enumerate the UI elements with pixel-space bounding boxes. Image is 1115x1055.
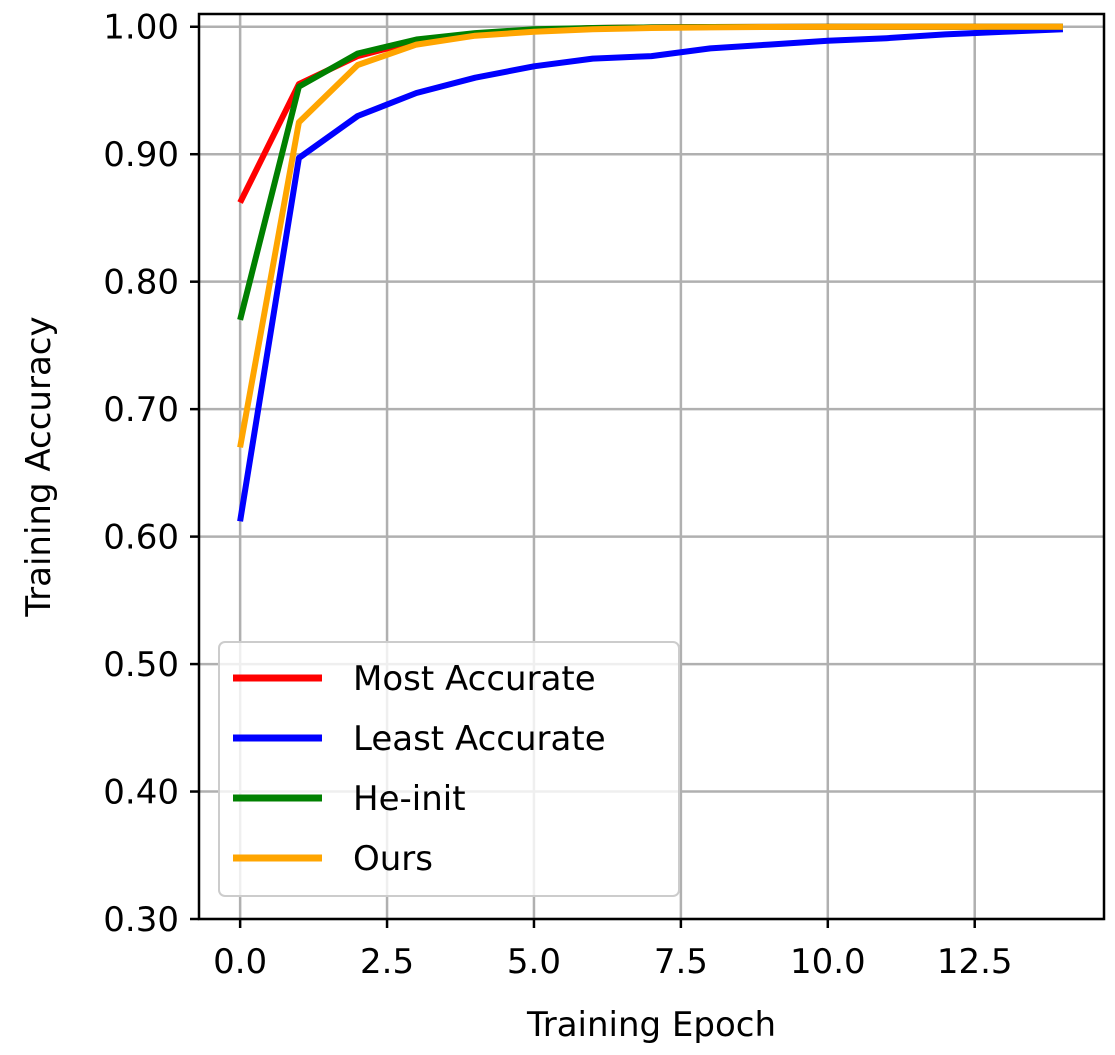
y-tick-label: 0.80: [103, 263, 179, 303]
x-tick-label: 12.5: [937, 942, 1013, 982]
legend-label-ours: Ours: [353, 839, 433, 879]
y-tick-label: 0.40: [103, 773, 179, 813]
legend-label-he-init: He-init: [353, 779, 466, 819]
legend-label-most-accurate: Most Accurate: [353, 659, 596, 699]
ticks: [190, 25, 976, 928]
legend: Most Accurate Least Accurate He-init Ours: [218, 641, 680, 897]
x-tick-label: 2.5: [360, 942, 414, 982]
y-tick-label: 0.50: [103, 645, 179, 685]
y-tick-label: 0.30: [103, 900, 179, 940]
x-tick-label: 10.0: [790, 942, 866, 982]
plot-frame: [197, 12, 1106, 921]
y-axis-label: Training Accuracy: [19, 316, 59, 617]
series-line-least-accurate: [237, 26, 1064, 522]
legend-label-least-accurate: Least Accurate: [353, 719, 606, 759]
y-tick-label: 0.90: [103, 135, 179, 175]
series-lines: [237, 23, 1064, 522]
series-line-he-init: [237, 23, 1063, 321]
y-tick-label: 0.70: [103, 390, 179, 430]
x-tick-label: 5.0: [507, 942, 561, 982]
x-tick-label: 0.0: [213, 942, 267, 982]
x-axis-label: Training Epoch: [526, 1005, 776, 1045]
tick-labels: 0.0 2.5 5.0 7.5 10.0 12.5 0.30 0.40 0.50 0.60 0.70…: [103, 8, 1012, 982]
legend-box: [218, 641, 680, 897]
y-tick-label: 1.00: [103, 8, 179, 48]
y-tick-label: 0.60: [103, 518, 179, 558]
series-line-ours: [237, 23, 1063, 448]
x-tick-label: 7.5: [654, 942, 708, 982]
